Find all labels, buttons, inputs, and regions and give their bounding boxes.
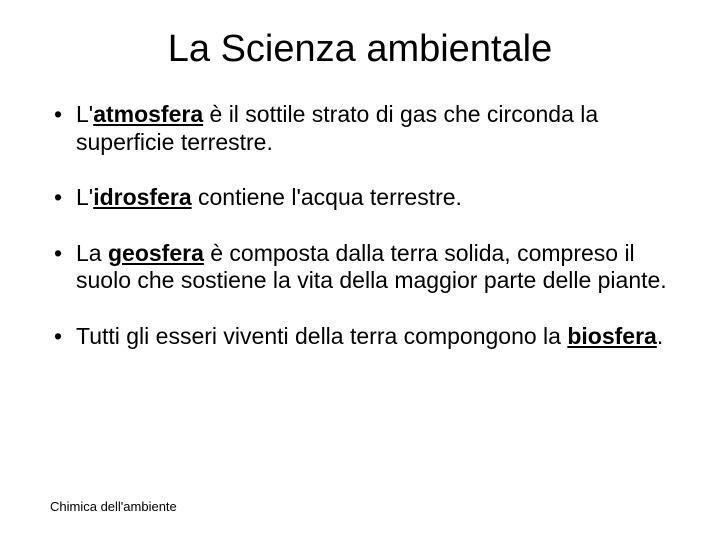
bullet-text-strong: atmosfera: [93, 101, 203, 127]
footer-text: Chimica dell'ambiente: [50, 499, 177, 514]
slide-title: La Scienza ambientale: [50, 28, 670, 71]
list-item: Tutti gli esseri viventi della terra com…: [50, 323, 670, 351]
bullet-text-strong: geosfera: [108, 240, 204, 266]
bullet-text-pre: Tutti gli esseri viventi della terra com…: [76, 323, 567, 349]
slide: La Scienza ambientale L'atmosfera è il s…: [0, 0, 720, 540]
list-item: L'idrosfera contiene l'acqua terrestre.: [50, 184, 670, 212]
bullet-list: L'atmosfera è il sottile strato di gas c…: [50, 101, 670, 351]
bullet-text-pre: L': [76, 184, 93, 210]
bullet-text-strong: idrosfera: [93, 184, 191, 210]
bullet-text-pre: La: [76, 240, 108, 266]
bullet-text-pre: L': [76, 101, 93, 127]
bullet-text-post: contiene l'acqua terrestre.: [192, 184, 462, 210]
list-item: La geosfera è composta dalla terra solid…: [50, 240, 670, 295]
bullet-text-post: .: [657, 323, 663, 349]
list-item: L'atmosfera è il sottile strato di gas c…: [50, 101, 670, 156]
bullet-text-strong: biosfera: [567, 323, 656, 349]
